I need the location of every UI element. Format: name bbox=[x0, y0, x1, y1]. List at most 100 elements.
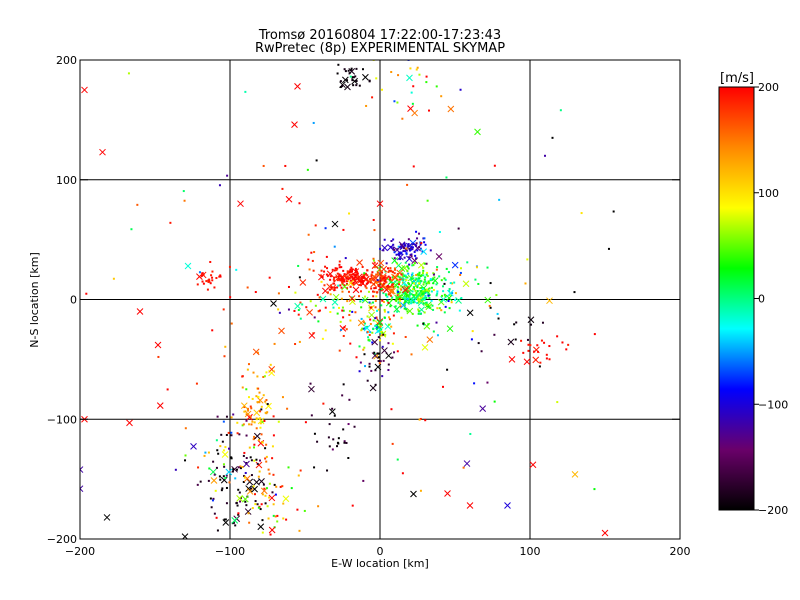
point-x bbox=[702, 316, 708, 322]
point-dot bbox=[261, 441, 264, 444]
point-dot bbox=[384, 333, 387, 336]
point-dot bbox=[389, 305, 392, 308]
point-x-stroke bbox=[401, 286, 409, 294]
point-dot bbox=[391, 296, 394, 299]
point-dot bbox=[366, 315, 369, 318]
point-x bbox=[265, 402, 272, 410]
point-dot bbox=[422, 274, 425, 277]
point-dot bbox=[405, 252, 408, 255]
point-dot bbox=[334, 286, 337, 289]
point-x-stroke bbox=[420, 248, 428, 255]
point-dot bbox=[416, 66, 419, 69]
point-dot bbox=[351, 76, 354, 79]
point-dot bbox=[362, 327, 365, 330]
point-dot bbox=[341, 394, 344, 397]
point-dot bbox=[536, 350, 539, 353]
point-dot bbox=[372, 259, 375, 262]
point-dot bbox=[402, 278, 405, 281]
point-dot bbox=[318, 309, 321, 312]
point-dot bbox=[354, 267, 357, 270]
point-dot bbox=[222, 463, 225, 466]
point-dot bbox=[411, 264, 414, 267]
point-dot bbox=[206, 288, 209, 291]
point-dot bbox=[332, 438, 335, 441]
point-dot bbox=[342, 228, 345, 231]
point-dot bbox=[383, 238, 386, 241]
point-x bbox=[331, 298, 339, 306]
point-x bbox=[403, 290, 410, 297]
point-dot bbox=[323, 270, 326, 273]
point-dot bbox=[249, 405, 252, 408]
point-x bbox=[527, 316, 535, 324]
point-x-stroke bbox=[80, 487, 84, 493]
point-dot bbox=[412, 301, 415, 304]
point-dot bbox=[493, 400, 496, 403]
point-dot bbox=[443, 293, 446, 296]
point-dot bbox=[333, 414, 336, 417]
point-dot bbox=[374, 383, 377, 386]
point-dot bbox=[410, 300, 413, 303]
point-x bbox=[154, 341, 162, 349]
point-dot bbox=[212, 460, 215, 463]
point-x-stroke bbox=[348, 295, 356, 302]
point-dot bbox=[385, 285, 388, 288]
point-dot bbox=[344, 70, 347, 73]
point-dot bbox=[294, 291, 297, 294]
point-dot bbox=[423, 298, 426, 301]
point-dot bbox=[423, 296, 426, 299]
point-dot bbox=[418, 271, 421, 274]
point-x bbox=[356, 259, 363, 266]
point-dot bbox=[299, 469, 302, 472]
point-dot bbox=[359, 300, 362, 303]
point-dot bbox=[369, 306, 372, 309]
grid-lines bbox=[80, 60, 680, 539]
point-dot bbox=[435, 321, 438, 324]
point-x-stroke bbox=[451, 261, 459, 269]
point-x bbox=[285, 195, 293, 203]
point-x bbox=[474, 128, 481, 136]
point-dot bbox=[248, 446, 251, 449]
point-dot bbox=[209, 260, 212, 263]
point-dot bbox=[425, 81, 428, 84]
point-x-stroke bbox=[244, 508, 252, 515]
point-x-stroke bbox=[308, 332, 316, 339]
point-dot bbox=[319, 274, 322, 277]
point-x-stroke bbox=[80, 485, 84, 490]
point-dot bbox=[272, 514, 275, 517]
point-dot bbox=[426, 303, 429, 306]
point-dot bbox=[436, 292, 439, 295]
point-dot bbox=[281, 485, 284, 488]
x-tick-label: 0 bbox=[377, 545, 384, 558]
point-dot bbox=[259, 417, 262, 420]
point-dot bbox=[396, 350, 399, 353]
point-dot bbox=[368, 362, 371, 365]
point-x bbox=[253, 432, 261, 440]
point-dot bbox=[320, 280, 323, 283]
point-dot bbox=[204, 451, 207, 454]
point-dot bbox=[515, 321, 518, 324]
point-dot bbox=[298, 276, 301, 279]
point-dot bbox=[348, 212, 351, 215]
point-x-stroke bbox=[376, 318, 384, 326]
point-dot bbox=[366, 325, 369, 328]
point-dot bbox=[231, 522, 234, 525]
point-x bbox=[361, 296, 369, 304]
point-dot bbox=[415, 294, 418, 297]
point-dot bbox=[448, 287, 451, 290]
point-x bbox=[352, 279, 360, 287]
point-dot bbox=[427, 280, 430, 283]
point-dot bbox=[350, 270, 353, 273]
point-dot bbox=[255, 417, 258, 420]
point-dot bbox=[276, 514, 279, 517]
point-dot bbox=[395, 300, 398, 303]
point-x-stroke bbox=[231, 517, 239, 524]
point-dot bbox=[321, 276, 324, 279]
point-dot bbox=[218, 275, 221, 278]
point-dot bbox=[230, 431, 233, 434]
point-dot bbox=[526, 258, 529, 261]
point-x bbox=[426, 336, 434, 343]
point-dot bbox=[313, 432, 316, 435]
point-dot bbox=[388, 316, 391, 319]
point-dot bbox=[338, 273, 341, 276]
point-dot bbox=[377, 308, 380, 311]
